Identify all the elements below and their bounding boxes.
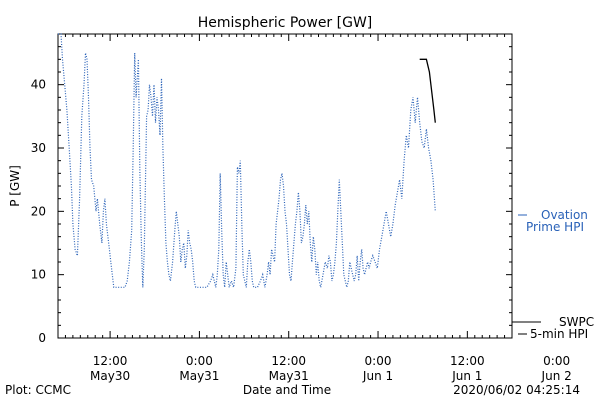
x-tick-date: Jun 2: [541, 369, 572, 383]
y-tick-label: 20: [31, 204, 46, 218]
y-tick-label: 10: [31, 268, 46, 282]
x-tick-date: May31: [179, 369, 219, 383]
x-tick-time: 12:00: [450, 354, 485, 368]
legend-swpc-line1: SWPC: [559, 315, 594, 329]
x-tick-time: 0:00: [543, 354, 570, 368]
y-tick-label: 0: [38, 331, 46, 345]
chart-title: Hemispheric Power [GW]: [198, 15, 373, 31]
y-tick-label: 40: [31, 78, 46, 92]
x-tick-time: 12:00: [271, 354, 306, 368]
series-line-ovation: [58, 33, 436, 288]
footer-plot-credit: Plot: CCMC: [5, 383, 71, 397]
series-layer: [58, 33, 436, 288]
y-axis-label: P [GW]: [8, 165, 22, 207]
x-tick-time: 12:00: [93, 354, 128, 368]
x-tick-date: Jun 1: [451, 369, 482, 383]
y-tick-label: 30: [31, 141, 46, 155]
footer-timestamp: 2020/06/02 04:25:14: [453, 383, 580, 397]
legend-swpc-line2: 5-min HPI: [530, 327, 588, 341]
footer: Plot: CCMC Date and Time 2020/06/02 04:2…: [5, 383, 580, 397]
y-axis: 0 10 20 30 40: [31, 46, 512, 345]
legend-ovation-line1: Ovation: [541, 208, 588, 222]
x-tick-time: 0:00: [186, 354, 213, 368]
x-tick-date: Jun 1: [362, 369, 393, 383]
x-tick-time: 0:00: [365, 354, 392, 368]
x-tick-date: May30: [90, 369, 130, 383]
x-tick-date: May31: [269, 369, 309, 383]
plot-frame: [57, 33, 513, 339]
series-line-swpc: [419, 58, 436, 123]
legend-ovation-line2: Prime HPI: [526, 220, 584, 234]
legend: Ovation Prime HPI SWPC 5-min HPI: [512, 208, 594, 341]
x-axis-label: Date and Time: [243, 383, 331, 397]
